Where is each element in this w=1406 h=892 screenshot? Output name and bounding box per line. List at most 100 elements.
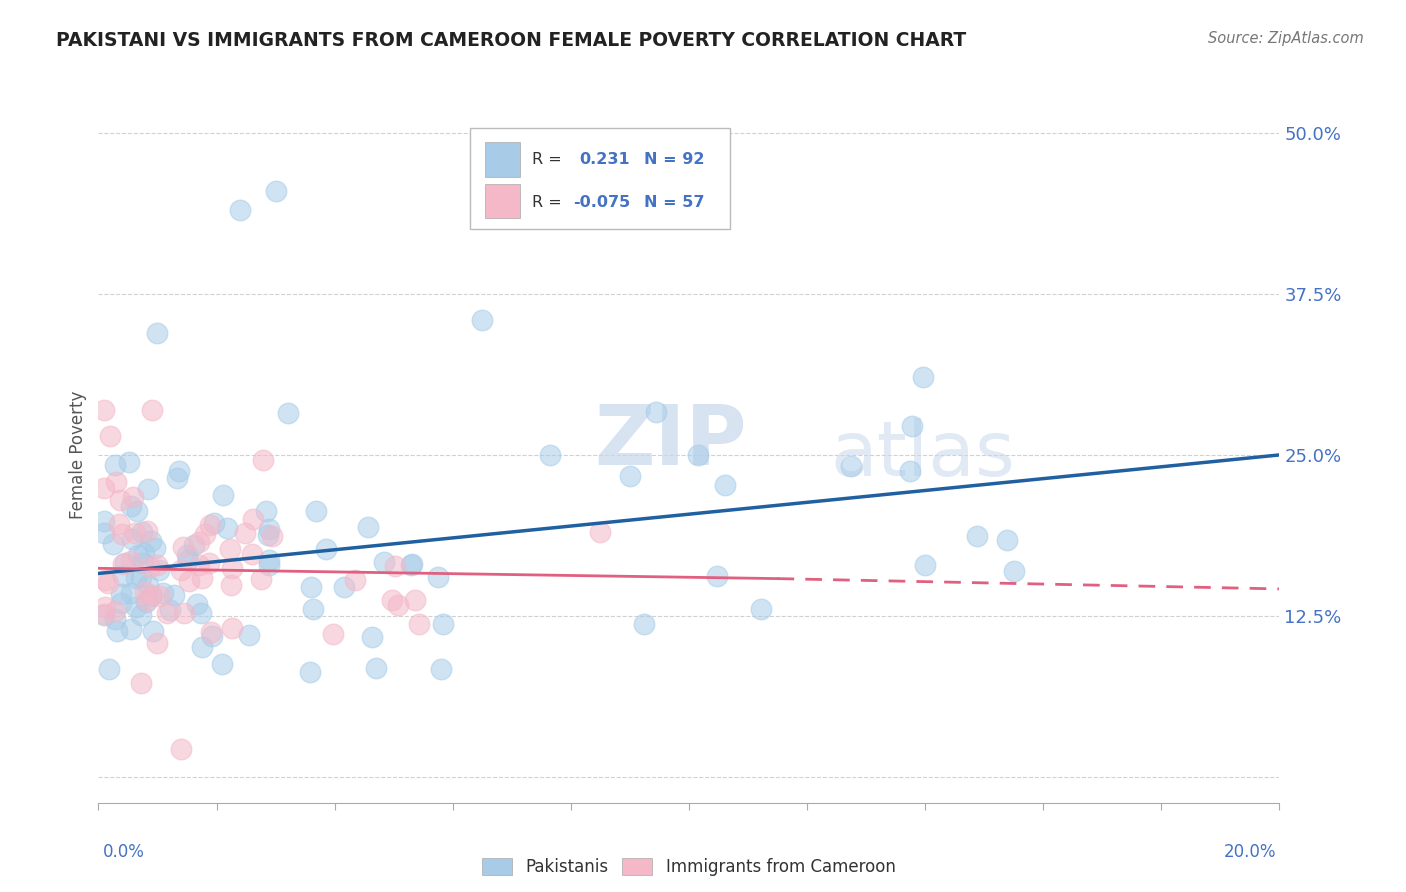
Point [187, 558, 209, 572]
Point [430, 663, 453, 677]
Point [136, 482, 159, 496]
Point [408, 616, 430, 631]
Point [125, 572, 148, 586]
Point [229, 203, 252, 218]
Point [120, 622, 142, 636]
Point [471, 312, 494, 326]
Bar [485, 184, 520, 219]
Point [191, 640, 214, 654]
Point [364, 661, 387, 675]
Point [146, 636, 169, 650]
Point [219, 578, 242, 592]
Point [432, 616, 454, 631]
Point [136, 578, 159, 592]
Point [101, 537, 124, 551]
Point [200, 625, 222, 640]
Point [839, 458, 862, 473]
Point [333, 580, 356, 594]
Point [127, 504, 149, 518]
Point [149, 590, 172, 604]
Text: PAKISTANI VS IMMIGRANTS FROM CAMEROON FEMALE POVERTY CORRELATION CHART: PAKISTANI VS IMMIGRANTS FROM CAMEROON FE… [56, 31, 966, 50]
Point [619, 469, 641, 483]
Point [219, 541, 242, 556]
Point [200, 629, 222, 643]
Point [713, 478, 735, 492]
Point [190, 606, 212, 620]
Point [98, 428, 121, 442]
Point [257, 552, 280, 566]
Point [93, 402, 115, 417]
Point [148, 563, 170, 577]
Point [257, 522, 280, 536]
Point [111, 568, 134, 582]
Point [399, 558, 422, 572]
Point [111, 527, 134, 541]
Point [221, 621, 243, 635]
Point [170, 563, 193, 577]
Point [146, 326, 169, 340]
Point [242, 512, 264, 526]
Point [898, 464, 921, 478]
Point [129, 607, 152, 622]
Point [344, 573, 367, 587]
Point [93, 526, 115, 541]
Point [299, 580, 322, 594]
Point [125, 600, 148, 615]
Point [177, 553, 200, 567]
FancyBboxPatch shape [471, 128, 730, 229]
Point [404, 592, 426, 607]
Point [94, 599, 117, 614]
Point [107, 516, 129, 531]
Point [93, 607, 115, 622]
Point [277, 406, 299, 420]
Point [315, 542, 337, 557]
Point [110, 587, 132, 601]
Point [118, 455, 141, 469]
Point [93, 573, 115, 587]
Point [120, 585, 142, 599]
Point [104, 604, 127, 618]
Point [217, 521, 239, 535]
Point [299, 665, 322, 679]
Point [995, 533, 1018, 548]
Point [132, 556, 155, 570]
Point [170, 742, 193, 756]
Point [252, 452, 274, 467]
Text: R =: R = [531, 194, 561, 210]
Text: N = 57: N = 57 [644, 194, 704, 210]
Point [120, 554, 142, 568]
Point [301, 602, 323, 616]
Point [167, 464, 190, 478]
Point [127, 548, 149, 562]
Point [166, 471, 188, 485]
Point [139, 559, 162, 574]
Point [93, 481, 115, 495]
Point [186, 598, 208, 612]
Point [114, 556, 136, 570]
Point [135, 593, 157, 607]
Point [142, 624, 165, 639]
Point [198, 557, 221, 571]
Point [141, 588, 163, 602]
Point [373, 555, 395, 569]
Point [250, 573, 273, 587]
Point [105, 624, 128, 639]
Point [179, 574, 201, 588]
Point [257, 528, 280, 542]
Point [901, 418, 924, 433]
Point [322, 626, 344, 640]
Point [93, 607, 115, 621]
Text: atlas: atlas [831, 418, 1015, 491]
Point [156, 606, 179, 620]
Point [254, 503, 277, 517]
Point [163, 588, 186, 602]
Text: N = 92: N = 92 [644, 152, 704, 167]
Point [124, 525, 146, 540]
Point [381, 593, 404, 607]
Point [104, 612, 127, 626]
Point [211, 657, 233, 672]
Point [110, 492, 132, 507]
Point [136, 524, 159, 538]
Point [173, 606, 195, 620]
Point [212, 488, 235, 502]
